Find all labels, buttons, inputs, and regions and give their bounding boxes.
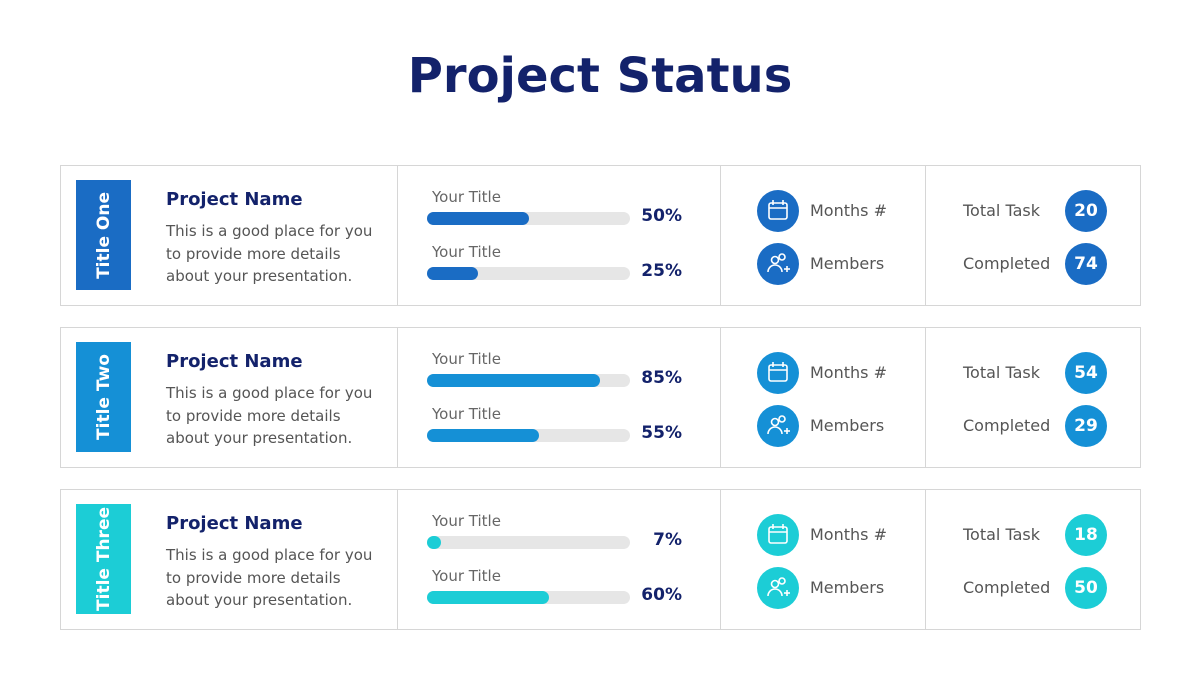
completed-badge: 50 — [1065, 567, 1107, 609]
bar-title: Your Title — [432, 243, 501, 261]
months-label: Months # — [810, 363, 887, 382]
row-card — [60, 165, 1141, 306]
completed-badge: 74 — [1065, 243, 1107, 285]
calendar-icon — [757, 190, 799, 232]
bar-title: Your Title — [432, 567, 501, 585]
divider — [720, 327, 721, 468]
total-label: Total Task — [963, 363, 1040, 382]
members-icon — [757, 567, 799, 609]
bar-fill — [427, 536, 442, 549]
project-description: This is a good place for you to provide … — [166, 222, 373, 285]
completed-badge: 29 — [1065, 405, 1107, 447]
project-description: This is a good place for you to provide … — [166, 546, 373, 609]
members-icon — [757, 405, 799, 447]
calendar-icon — [757, 352, 799, 394]
calendar-icon — [757, 514, 799, 556]
row-tag: Title Two — [76, 342, 131, 452]
months-label: Months # — [810, 525, 887, 544]
completed-label: Completed — [963, 254, 1051, 273]
months-label: Months # — [810, 201, 887, 220]
bar-fill — [427, 374, 600, 387]
bar-title: Your Title — [432, 405, 501, 423]
completed-label: Completed — [963, 578, 1051, 597]
bar-value-label: 55% — [641, 423, 682, 443]
divider — [397, 489, 398, 630]
divider — [397, 327, 398, 468]
bar-value-label: 60% — [641, 585, 682, 605]
bar-title: Your Title — [432, 188, 501, 206]
bar-title: Your Title — [432, 350, 501, 368]
total-label: Total Task — [963, 525, 1040, 544]
project-name: Project Name — [166, 189, 303, 210]
total-badge: 54 — [1065, 352, 1107, 394]
members-label: Members — [810, 578, 885, 597]
total-label: Total Task — [963, 201, 1040, 220]
title: Project Status — [407, 48, 793, 104]
divider — [720, 489, 721, 630]
bar-value-label: 7% — [653, 530, 682, 550]
row-tag-label: Title One — [93, 191, 114, 279]
project-name: Project Name — [166, 351, 303, 372]
bar-track — [427, 536, 630, 549]
members-icon — [757, 243, 799, 285]
members-label: Members — [810, 254, 885, 273]
row-tag-label: Title Two — [93, 354, 114, 440]
row-tag-label: Title Three — [93, 507, 114, 611]
bar-value-label: 50% — [641, 206, 682, 226]
bar-title: Your Title — [432, 512, 501, 530]
total-badge: 20 — [1065, 190, 1107, 232]
completed-label: Completed — [963, 416, 1051, 435]
row-card — [60, 327, 1141, 468]
project-name: Project Name — [166, 513, 303, 534]
divider — [925, 489, 926, 630]
bar-value-label: 85% — [641, 368, 682, 388]
bar-track — [427, 267, 630, 280]
row-tag: Title One — [76, 180, 131, 290]
members-label: Members — [810, 416, 885, 435]
bar-fill — [427, 212, 529, 225]
divider — [397, 165, 398, 306]
project-description: This is a good place for you to provide … — [166, 384, 373, 447]
row-card — [60, 489, 1141, 630]
bar-fill — [427, 267, 478, 280]
bar-fill — [427, 429, 539, 442]
bar-value-label: 25% — [641, 261, 682, 281]
total-badge: 18 — [1065, 514, 1107, 556]
divider — [720, 165, 721, 306]
divider — [925, 327, 926, 468]
row-tag: Title Three — [76, 504, 131, 614]
divider — [925, 165, 926, 306]
bar-fill — [427, 591, 549, 604]
